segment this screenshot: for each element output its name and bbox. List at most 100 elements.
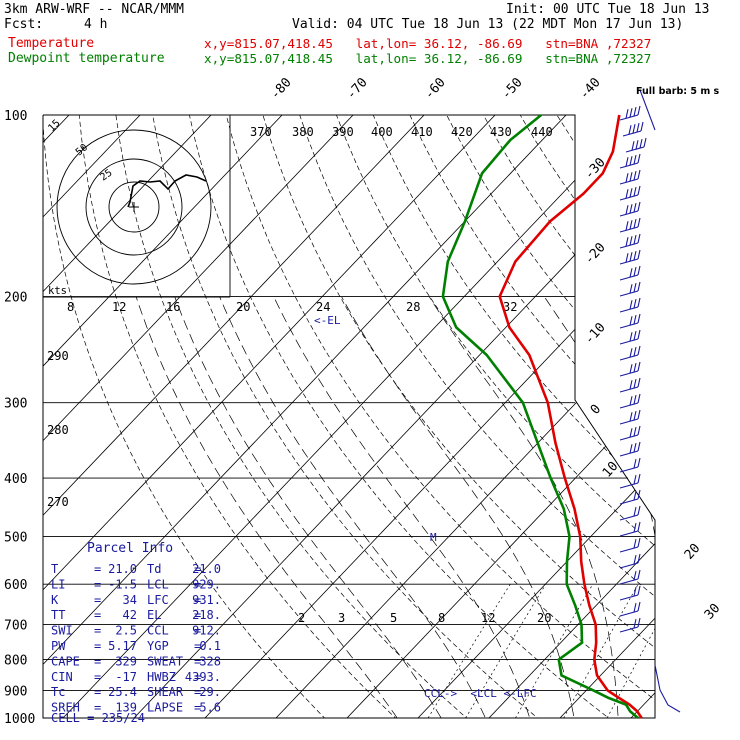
dry-adiabat-line [593, 115, 655, 718]
isotherm-label: -70 [344, 75, 371, 102]
wind-barb [619, 169, 641, 185]
mixing-ratio-label: 2 [298, 611, 305, 625]
dry-adiabat-line [262, 115, 655, 718]
wind-barb [619, 233, 641, 249]
parcel-label: LCL [147, 577, 169, 591]
pressure-label: 200 [4, 291, 27, 306]
isotherm-label: -80 [268, 75, 295, 102]
theta-left-label: 280 [47, 423, 69, 437]
temperature-profile [498, 114, 643, 719]
wind-barb [619, 361, 641, 377]
isotherm-label: -30 [582, 155, 609, 182]
barb-key-label: Full barb: 5 m s [636, 86, 720, 97]
parcel-equals: = [94, 654, 101, 668]
mixing-ratio-label: 12 [481, 611, 495, 625]
isotherm-label: -50 [499, 75, 526, 102]
pressure-label: 700 [4, 619, 27, 634]
isotherm-line [43, 115, 367, 718]
fcst-label: Fcst: [4, 17, 44, 32]
dry-adiabat-line [152, 115, 554, 718]
dry-adiabat-line [299, 115, 655, 718]
wind-barb [619, 521, 641, 537]
parcel-label: EL [147, 608, 161, 622]
parcel-equals: = [94, 701, 101, 715]
hodograph-ring [108, 181, 160, 233]
moist-adiabat-line [341, 296, 577, 718]
parcel-equals: = [194, 654, 201, 668]
parcel-equals: = [194, 624, 201, 638]
isotherm-label: -60 [422, 75, 449, 102]
dry-adiabat-line [556, 115, 655, 718]
parcel-equals: = [194, 593, 201, 607]
dry-adiabat-line [483, 115, 655, 718]
parcel-value: 2.5 [115, 624, 137, 638]
parcel-equals: = [94, 577, 101, 591]
wind-barb [619, 313, 641, 329]
parcel-value: 21.0 [108, 562, 137, 576]
dry-adiabat-line [704, 115, 740, 731]
hodograph-speed-label: 20 [236, 300, 250, 314]
theta-label: 440 [531, 125, 553, 139]
isotherm-label: -10 [582, 320, 609, 347]
parcel-equals: = [94, 593, 101, 607]
wind-barb [619, 553, 641, 569]
isotherm-line [690, 102, 740, 731]
dry-adiabat-line [336, 115, 655, 718]
parcel-value: 5.17 [108, 639, 137, 653]
isotherm-line [547, 115, 655, 718]
wind-barb [619, 105, 641, 121]
theta-label: 420 [451, 125, 473, 139]
parcel-equals: = [94, 639, 101, 653]
isotherm-label: 0 [588, 402, 604, 418]
mixing-ratio-line [665, 584, 734, 718]
parcel-equals: = [94, 562, 101, 576]
hodograph-ring-label: 15 [46, 118, 62, 134]
hodograph-speed-label: 32 [503, 300, 517, 314]
lcl-markers: CCL-> <LCL <-LFC [424, 687, 537, 700]
theta-label: 380 [292, 125, 314, 139]
isotherm-line [405, 115, 655, 718]
wind-barb [619, 217, 641, 233]
parcel-info-panel: Parcel Info T = 21.0 Td =21.0LI = -1.5 LCL =929.… [51, 541, 221, 725]
isotherm-line [334, 115, 655, 718]
parcel-label: Tc [51, 685, 65, 699]
parcel-label: T [51, 562, 58, 576]
dewpoint-legend-label: Dewpoint temperature [8, 51, 165, 66]
hodograph-speed-label: 8 [67, 300, 74, 314]
parcel-label: K [51, 593, 59, 607]
parcel-label: SWI [51, 624, 73, 638]
wind-barb [619, 441, 641, 457]
hodograph-ring [85, 158, 183, 256]
parcel-value: 328 [199, 654, 221, 668]
dry-adiabat-line [667, 115, 740, 731]
parcel-value: 34 [123, 593, 137, 607]
moist-adiabat-line [428, 296, 620, 718]
parcel-label: CIN [51, 670, 73, 684]
wind-barb [619, 265, 641, 281]
isotherm-label: -20 [582, 240, 609, 267]
mixing-ratio-label: 5 [390, 611, 397, 625]
parcel-value: 912. [192, 624, 221, 638]
moist-adiabat-line [219, 296, 492, 718]
isotherm-line [43, 115, 438, 718]
wind-barb [619, 585, 641, 601]
hodograph-speed-label: 24 [316, 300, 330, 314]
isotherm-line [0, 102, 11, 731]
hodograph-speed-label: 28 [406, 300, 420, 314]
wind-barb [619, 617, 641, 633]
wind-barb [619, 329, 641, 345]
dry-adiabat-line [409, 115, 655, 718]
isotherm-line [43, 115, 154, 718]
isotherm-line [43, 115, 509, 718]
mixing-ratio-line [427, 584, 511, 718]
parcel-equals: = [94, 608, 101, 622]
model-title: 3km ARW-WRF -- NCAR/MMM [4, 2, 185, 17]
dry-adiabat-line [115, 115, 482, 718]
wind-barb [619, 249, 641, 265]
hodograph-speed-label: 16 [166, 300, 180, 314]
parcel-equals: = [194, 639, 201, 653]
wind-barb [622, 121, 644, 137]
parcel-equals: = [194, 562, 201, 576]
parcel-equals: = [94, 624, 101, 638]
isotherm-line [43, 115, 225, 718]
